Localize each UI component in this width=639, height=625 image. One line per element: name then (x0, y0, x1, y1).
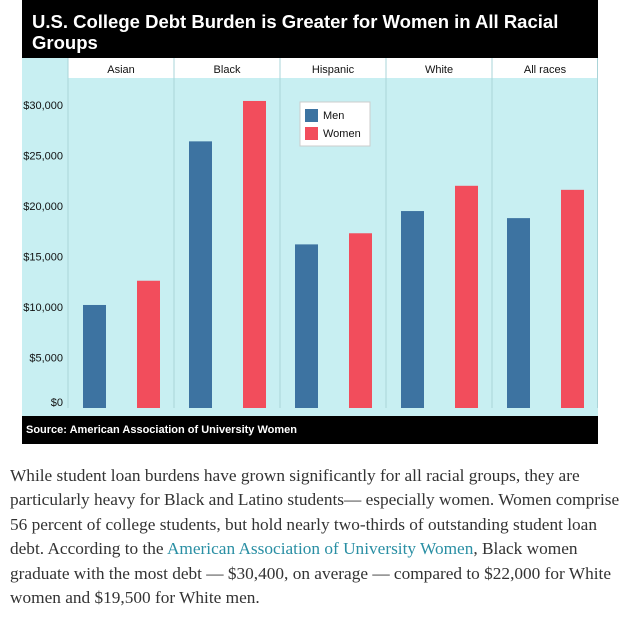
category-header-band (68, 58, 598, 78)
bar-women-asian (137, 280, 160, 408)
y-tick-label: $10,000 (23, 302, 63, 314)
bar-men-hispanic (295, 244, 318, 408)
chart-title: U.S. College Debt Burden is Greater for … (22, 0, 598, 58)
bar-men-white (401, 211, 424, 408)
legend-swatch (305, 109, 318, 122)
article-text-end: , Black women graduate with the most deb… (10, 539, 612, 608)
category-label: Asian (107, 64, 135, 76)
bar-men-all-races (507, 218, 530, 408)
category-label: Hispanic (312, 64, 355, 76)
y-tick-label: $20,000 (23, 201, 63, 213)
bar-women-all-races (561, 189, 584, 408)
chart-source: Source: American Association of Universi… (22, 416, 598, 444)
y-tick-label: $0 (51, 397, 63, 409)
legend-swatch (305, 127, 318, 140)
y-tick-label: $30,000 (23, 100, 63, 112)
bar-men-black (189, 141, 212, 409)
article-paragraph: While student loan burdens have grown si… (10, 464, 634, 610)
category-label: Black (214, 64, 241, 76)
article-text-start: While student loan burdens have grown si… (10, 466, 620, 559)
bar-women-hispanic (349, 233, 372, 408)
legend-label: Men (323, 110, 344, 122)
aauw-link[interactable]: American Association of University Women (166, 539, 474, 559)
bar-chart: Asian Black Hispanic White All races $0 $5,00… (22, 58, 598, 416)
y-tick-label: $15,000 (23, 252, 63, 264)
bar-men-asian (83, 304, 106, 408)
category-label: All races (524, 64, 567, 76)
legend-label: Women (323, 128, 361, 140)
y-tick-label: $25,000 (23, 151, 63, 163)
bar-women-white (455, 185, 478, 408)
bar-women-black (243, 100, 266, 409)
y-tick-label: $5,000 (29, 353, 63, 365)
category-label: White (425, 64, 453, 76)
